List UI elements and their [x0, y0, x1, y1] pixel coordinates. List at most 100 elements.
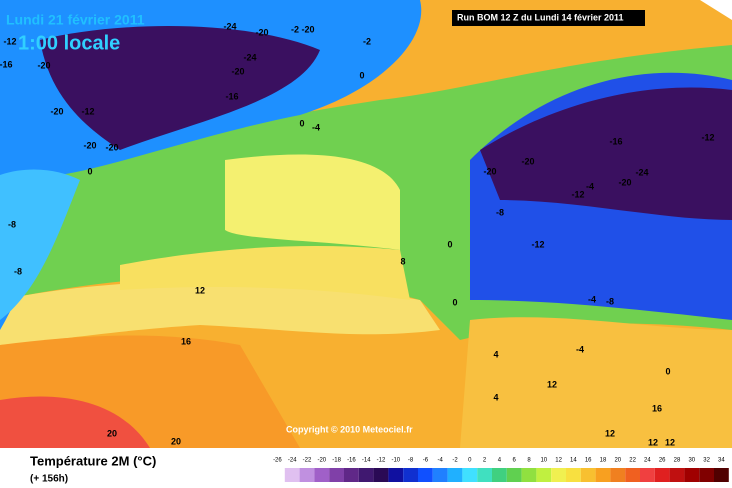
scale-swatch [284, 468, 300, 482]
scale-label: 30 [688, 458, 695, 464]
scale-label: -12 [377, 458, 386, 464]
scale-label: -24 [288, 458, 297, 464]
contour-label: -8 [606, 296, 614, 306]
contour-label: 0 [665, 366, 670, 376]
contour-label: 12 [547, 379, 557, 389]
scale-swatch [270, 468, 285, 482]
time-title: 1:00 locale [18, 32, 120, 54]
scale-label: 32 [703, 458, 710, 464]
contour-label: -20 [37, 60, 50, 70]
contour-label: -8 [8, 219, 16, 229]
scale-label: 0 [468, 458, 472, 464]
contour-label: 4 [493, 392, 498, 402]
contour-label: -4 [586, 181, 594, 191]
scale-label: -16 [347, 458, 356, 464]
temperature-map: Lundi 21 février 2011 1:00 locale Run BO… [0, 0, 732, 448]
scale-swatch [551, 468, 566, 482]
contour-label: -16 [225, 91, 238, 101]
scale-label: 12 [555, 458, 562, 464]
contour-label: -12 [531, 239, 544, 249]
contour-label: -20 [483, 166, 496, 176]
scale-label: 28 [674, 458, 681, 464]
contour-label: -12 [701, 132, 714, 142]
scale-label: 16 [585, 458, 592, 464]
contour-label: 16 [181, 336, 191, 346]
contour-label: -24 [635, 167, 648, 177]
field-yellow-core [225, 154, 400, 250]
field-cyan [0, 169, 80, 320]
field-corner [700, 0, 732, 20]
scale-label: -18 [332, 458, 341, 464]
field-yellow [0, 281, 440, 345]
field-yellow-band [120, 245, 410, 300]
scale-label: 14 [570, 458, 577, 464]
scale-label: 4 [498, 458, 502, 464]
contour-label: -20 [618, 177, 631, 187]
contour-label: 0 [359, 70, 364, 80]
contour-label: -8 [496, 207, 504, 217]
contour-labels: -24-20 -2 -20-12-16 -20-24-20-160-2-12-200-… [0, 21, 715, 447]
contour-label: 20 [107, 428, 117, 438]
field-purple-greenland [40, 26, 320, 150]
legend: Température 2M (°C) (+ 156h) -26 -24 -22 -2… [30, 453, 729, 485]
scale-label: 22 [629, 458, 636, 464]
contour-label: -20 [83, 140, 96, 150]
contour-label: -12 [81, 106, 94, 116]
contour-label: -2 [291, 24, 299, 34]
contour-label: -16 [609, 136, 622, 146]
legend-title: Température 2M (°C) [30, 453, 156, 468]
scale-swatch [595, 468, 611, 482]
field-red [0, 396, 150, 448]
scale-swatch [299, 468, 315, 482]
scale-label: 18 [600, 458, 607, 464]
scale-label: -22 [303, 458, 312, 464]
scale-swatch [344, 468, 359, 482]
scale-label: 24 [644, 458, 651, 464]
scale-swatch [521, 468, 537, 482]
contour-label: 12 [665, 437, 675, 447]
scale-swatch [418, 468, 433, 482]
scale-swatch [314, 468, 330, 482]
scale-swatch [699, 468, 714, 482]
scale-label: -6 [423, 458, 429, 464]
scale-label: 8 [527, 458, 531, 464]
scale-swatch [373, 468, 389, 482]
contour-label: -20 [521, 156, 534, 166]
contour-label: -24 [223, 21, 236, 31]
contour-label: 8 [400, 256, 405, 266]
scale-swatch [329, 468, 344, 482]
scale-swatch [669, 468, 685, 482]
scale-swatch [654, 468, 670, 482]
contour-label: 20 [171, 436, 181, 446]
scale-label: -20 [317, 458, 326, 464]
contour-label: 4 [493, 349, 498, 359]
scale-swatch [358, 468, 374, 482]
scale-swatch [536, 468, 552, 482]
scale-swatch [403, 468, 418, 482]
scale-label: -10 [391, 458, 400, 464]
scale-swatch [580, 468, 596, 482]
scale-label: 6 [513, 458, 517, 464]
contour-label: -20 [301, 24, 314, 34]
scale-label: -26 [273, 458, 282, 464]
contour-label: 0 [87, 166, 92, 176]
contour-label: -24 [243, 52, 256, 62]
field-purple-scandinavia [480, 87, 732, 220]
contour-label: -20 [50, 106, 63, 116]
scale-swatch [477, 468, 492, 482]
copyright: Copyright © 2010 Meteociel.fr [286, 424, 413, 434]
scale-swatch [447, 468, 463, 482]
scale-label: 10 [540, 458, 547, 464]
scale-swatch [388, 468, 404, 482]
scale-label: 2 [483, 458, 487, 464]
contour-label: 12 [195, 285, 205, 295]
scale-swatch [684, 468, 700, 482]
contour-label: 12 [605, 428, 615, 438]
contour-label: -4 [312, 122, 320, 132]
contour-label: 12 [648, 437, 658, 447]
contour-label: -8 [14, 266, 22, 276]
contour-label: 0 [452, 297, 457, 307]
date-title: Lundi 21 février 2011 [6, 12, 145, 28]
scale-swatch [432, 468, 448, 482]
